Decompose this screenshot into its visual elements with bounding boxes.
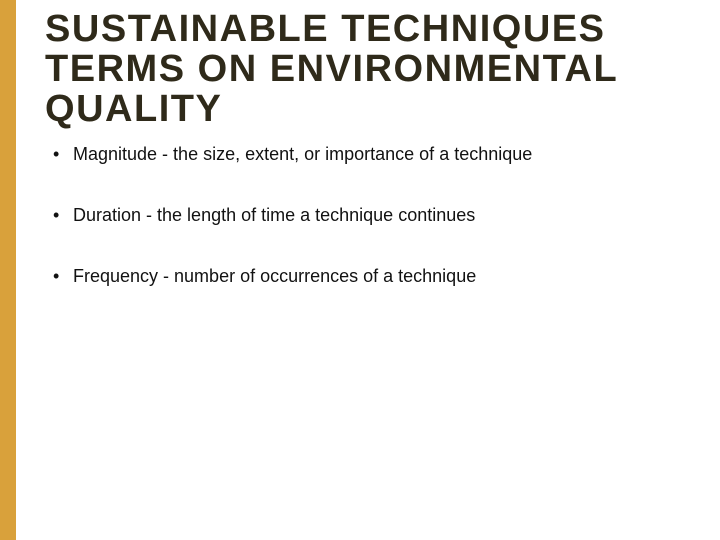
accent-bar	[0, 0, 16, 540]
list-item: Magnitude - the size, extent, or importa…	[45, 144, 680, 165]
slide-title: SUSTAINABLE TECHNIQUES TERMS ON ENVIRONM…	[45, 10, 680, 130]
list-item: Duration - the length of time a techniqu…	[45, 205, 680, 226]
bullet-list: Magnitude - the size, extent, or importa…	[45, 144, 680, 287]
slide-content: SUSTAINABLE TECHNIQUES TERMS ON ENVIRONM…	[45, 10, 680, 327]
list-item: Frequency - number of occurrences of a t…	[45, 266, 680, 287]
